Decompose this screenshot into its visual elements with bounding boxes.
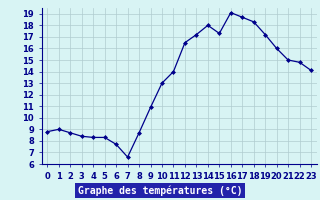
Text: Graphe des températures (°C): Graphe des températures (°C) (78, 186, 242, 196)
